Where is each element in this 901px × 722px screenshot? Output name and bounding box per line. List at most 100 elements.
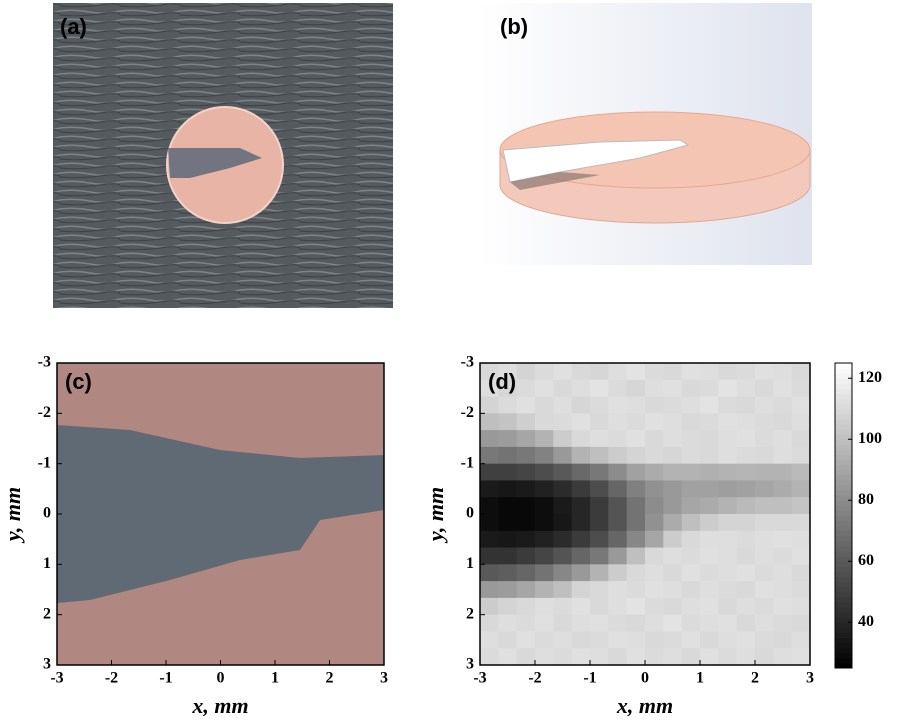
x-tick-label: 2 xyxy=(326,670,334,687)
heatmap-cell xyxy=(572,581,591,598)
colorbar-step xyxy=(835,399,852,405)
heatmap-cell xyxy=(718,564,737,581)
y-tick-label: -3 xyxy=(38,354,51,371)
heatmap-cell xyxy=(755,497,774,514)
heatmap-cell xyxy=(737,464,756,481)
heatmap-cell xyxy=(700,548,719,565)
colorbar-tick-label: 120 xyxy=(858,369,882,386)
heatmap-cell xyxy=(627,380,646,397)
heatmap-cell xyxy=(627,514,646,531)
heatmap-cell xyxy=(627,598,646,615)
heatmap-cell xyxy=(517,413,536,430)
heatmap-cell xyxy=(608,397,627,414)
heatmap-cell xyxy=(572,531,591,548)
heatmap-cell xyxy=(645,531,664,548)
heatmap-cell xyxy=(773,564,792,581)
heatmap-cell xyxy=(498,581,517,598)
colorbar-step xyxy=(835,566,852,572)
heatmap-cell xyxy=(773,497,792,514)
heatmap-cell xyxy=(792,598,811,615)
heatmap-cell xyxy=(755,397,774,414)
colorbar-step xyxy=(835,485,852,491)
heatmap-cell xyxy=(553,615,572,632)
colorbar-step xyxy=(835,658,852,664)
heatmap-cell xyxy=(700,447,719,464)
heatmap-cell xyxy=(663,363,682,380)
colorbar-step xyxy=(835,516,852,522)
heatmap-cell xyxy=(498,548,517,565)
heatmap-cell xyxy=(682,464,701,481)
heatmap-cell xyxy=(718,514,737,531)
heatmap-cell xyxy=(480,514,499,531)
heatmap-cell xyxy=(535,413,554,430)
heatmap-cell xyxy=(792,413,811,430)
heatmap-cell xyxy=(553,480,572,497)
heatmap-cell xyxy=(755,631,774,648)
heatmap-cell xyxy=(663,598,682,615)
heatmap-cell xyxy=(535,447,554,464)
heatmap-cell xyxy=(480,548,499,565)
heatmap-cell xyxy=(755,581,774,598)
heatmap-cell xyxy=(535,615,554,632)
heatmap-cell xyxy=(663,548,682,565)
heatmap-cell xyxy=(517,631,536,648)
heatmap-cell xyxy=(700,380,719,397)
heatmap-cell xyxy=(608,497,627,514)
heatmap-cell xyxy=(517,447,536,464)
heatmap-cell xyxy=(572,430,591,447)
heatmap-cell xyxy=(663,480,682,497)
heatmap-cell xyxy=(773,430,792,447)
heatmap-cell xyxy=(535,564,554,581)
heatmap-cell xyxy=(663,413,682,430)
heatmap-cell xyxy=(498,598,517,615)
heatmap-cell xyxy=(480,397,499,414)
heatmap-cell xyxy=(608,464,627,481)
colorbar-step xyxy=(835,602,852,608)
colorbar-step xyxy=(835,521,852,527)
heatmap-cell xyxy=(682,480,701,497)
heatmap-cell xyxy=(792,548,811,565)
heatmap-cell xyxy=(480,430,499,447)
heatmap-cell xyxy=(682,564,701,581)
heatmap-cell xyxy=(553,447,572,464)
heatmap-cell xyxy=(663,380,682,397)
heatmap-cell xyxy=(663,564,682,581)
y-tick-label: 0 xyxy=(43,505,51,522)
heatmap-cell xyxy=(663,631,682,648)
heatmap-cell xyxy=(608,615,627,632)
colorbar-step xyxy=(835,536,852,542)
heatmap-cell xyxy=(535,480,554,497)
heatmap-cell xyxy=(663,464,682,481)
heatmap-cell xyxy=(572,397,591,414)
y-tick-label: 1 xyxy=(466,555,474,572)
colorbar-step xyxy=(835,643,852,649)
heatmap-cell xyxy=(553,581,572,598)
heatmap-cell xyxy=(608,447,627,464)
heatmap-cell xyxy=(718,631,737,648)
heatmap-cell xyxy=(572,631,591,648)
colorbar-step xyxy=(835,480,852,486)
colorbar-step xyxy=(835,505,852,511)
heatmap-cell xyxy=(645,598,664,615)
heatmap-cell xyxy=(480,413,499,430)
heatmap-cell xyxy=(663,615,682,632)
heatmap-cell xyxy=(608,363,627,380)
x-tick-label: 3 xyxy=(806,670,814,687)
heatmap-cell xyxy=(553,397,572,414)
heatmap-cell xyxy=(572,413,591,430)
heatmap-cell xyxy=(590,480,609,497)
heatmap-cell xyxy=(682,447,701,464)
y-tick-label: -1 xyxy=(38,454,51,471)
colorbar-step xyxy=(835,627,852,633)
heatmap-cell xyxy=(608,430,627,447)
heatmap-cell xyxy=(773,581,792,598)
heatmap-cell xyxy=(627,497,646,514)
heatmap-cell xyxy=(682,514,701,531)
heatmap-cell xyxy=(792,430,811,447)
heatmap-cell xyxy=(535,531,554,548)
heatmap-cell xyxy=(718,497,737,514)
heatmap-cell xyxy=(535,631,554,648)
heatmap-cell xyxy=(645,413,664,430)
heatmap-cell xyxy=(792,480,811,497)
colorbar-step xyxy=(835,460,852,466)
